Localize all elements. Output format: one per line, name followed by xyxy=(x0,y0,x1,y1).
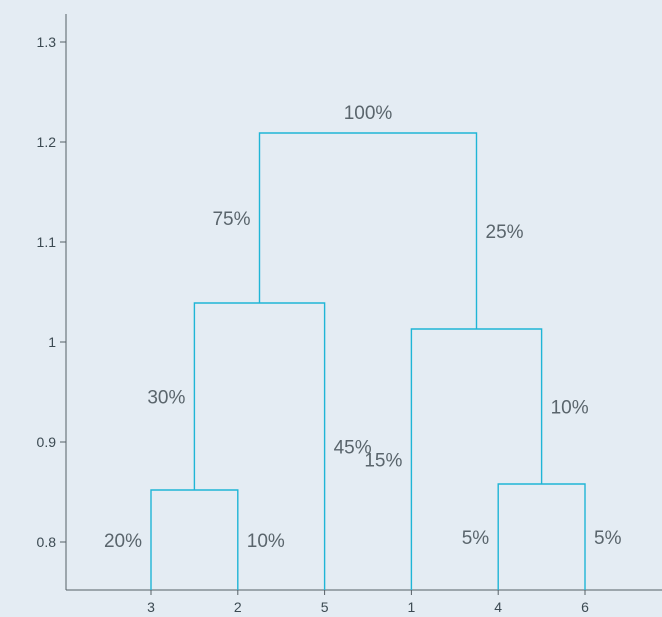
y-tick-label: 0.9 xyxy=(37,434,57,450)
percentage-label: 100% xyxy=(344,103,393,124)
percentage-label: 15% xyxy=(364,451,402,472)
percentage-label: 25% xyxy=(486,222,524,243)
percentage-label: 20% xyxy=(104,531,142,552)
dendrogram-link xyxy=(410,328,543,590)
percentage-label: 45% xyxy=(334,438,372,459)
y-tick-label: 1.1 xyxy=(37,234,57,250)
percentage-label: 30% xyxy=(147,388,185,409)
percentage-label: 5% xyxy=(462,528,490,549)
x-tick-label: 1 xyxy=(408,599,416,615)
percentage-label: 75% xyxy=(212,209,250,230)
x-tick-label: 6 xyxy=(581,599,589,615)
percentage-label: 10% xyxy=(551,398,589,419)
x-tick-label: 5 xyxy=(321,599,329,615)
y-tick-label: 1.3 xyxy=(37,34,57,50)
x-tick-label: 2 xyxy=(234,599,242,615)
dendrogram-link xyxy=(497,483,586,590)
percentage-label: 10% xyxy=(247,531,285,552)
dendrogram-links xyxy=(150,132,586,590)
percentage-labels: 20% 10% 5% 5% 30% 45%15% 10% 75% 25% 100% xyxy=(104,103,622,552)
y-tick-label: 0.8 xyxy=(37,534,57,550)
percentage-label: 5% xyxy=(594,528,622,549)
x-tick-label: 4 xyxy=(494,599,502,615)
dendrogram-link xyxy=(258,132,478,329)
axes: 0.8 0.9 1 1.1 1.2 1.3 3 2 5 1 4 6 xyxy=(37,14,662,615)
y-tick-label: 1 xyxy=(48,334,56,350)
x-tick-label: 3 xyxy=(147,599,155,615)
y-tick-label: 1.2 xyxy=(37,134,57,150)
dendrogram-link xyxy=(150,489,239,590)
